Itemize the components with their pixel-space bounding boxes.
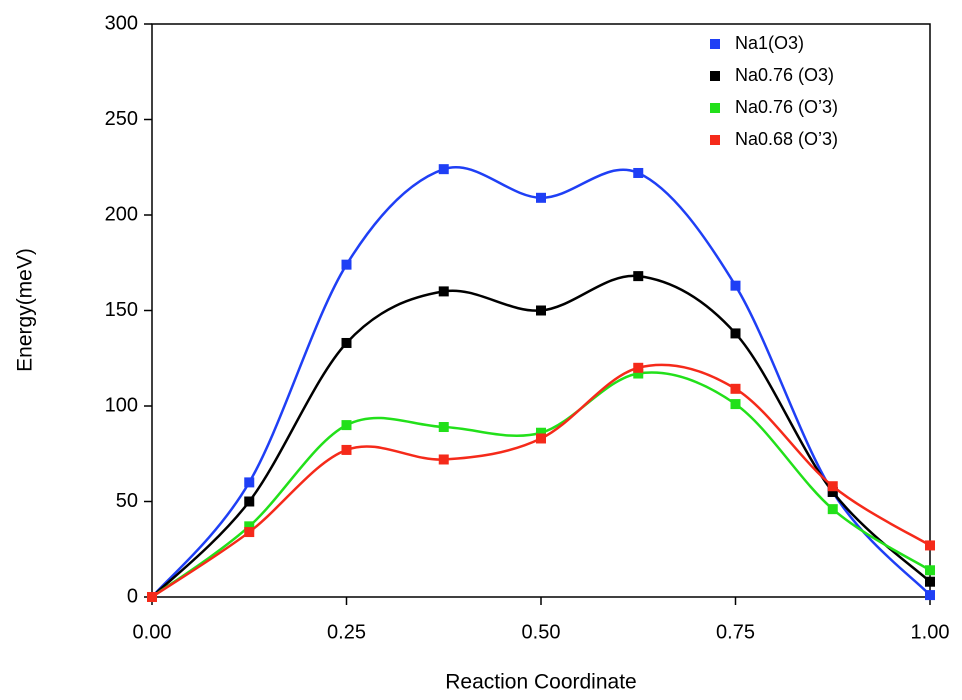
x-tick-label: 0.25 (327, 621, 366, 643)
data-point (244, 496, 255, 507)
legend-label: Na1(O3) (735, 33, 804, 53)
series-line (151, 371, 931, 599)
legend-label: Na0.76 (O3) (735, 65, 834, 85)
legend-marker (710, 135, 720, 145)
legend-label: Na0.76 (O’3) (735, 97, 838, 117)
data-point (633, 167, 644, 178)
data-point (147, 592, 157, 602)
data-point (633, 271, 644, 282)
data-point (244, 521, 255, 532)
x-tick-label: 0.75 (716, 621, 755, 643)
data-point (730, 328, 741, 339)
x-tick-label: 0.50 (522, 621, 561, 643)
data-point (827, 504, 838, 515)
data-point (730, 399, 741, 410)
data-point (633, 362, 644, 373)
data-point (341, 259, 352, 270)
y-tick-label: 50 (116, 490, 138, 512)
data-point (730, 280, 741, 291)
data-point (633, 368, 644, 379)
y-tick-label: 100 (105, 394, 138, 416)
y-tick-label: 200 (105, 203, 138, 225)
y-tick-label: 250 (105, 108, 138, 130)
data-point (536, 433, 546, 444)
data-point (925, 540, 935, 551)
data-point (536, 192, 546, 203)
data-point (730, 383, 741, 394)
legend-marker (710, 71, 720, 81)
data-point (925, 565, 935, 576)
data-point (341, 420, 352, 431)
y-tick-label: 300 (105, 12, 138, 34)
data-point (438, 422, 449, 433)
data-point (438, 286, 449, 297)
data-point (827, 481, 838, 492)
series-line (151, 166, 931, 598)
data-point (536, 305, 546, 316)
data-point (438, 454, 449, 465)
legend-label: Na0.68 (O’3) (735, 129, 838, 149)
y-tick-label: 150 (105, 299, 138, 321)
x-tick-label: 1.00 (911, 621, 950, 643)
x-axis-label: Reaction Coordinate (445, 671, 636, 694)
data-point (925, 590, 935, 601)
series-line (151, 363, 931, 599)
data-point (438, 164, 449, 175)
legend-marker (710, 39, 720, 49)
legend-marker (710, 103, 720, 113)
y-axis-label: Energy(meV) (14, 248, 37, 372)
data-point (925, 576, 935, 587)
data-point (341, 444, 352, 455)
data-point (827, 486, 838, 497)
data-point (536, 427, 546, 438)
data-point (244, 527, 255, 538)
data-point (341, 337, 352, 348)
x-tick-label: 0.00 (133, 621, 172, 643)
y-tick-label: 0 (127, 585, 138, 607)
data-point (244, 477, 255, 488)
